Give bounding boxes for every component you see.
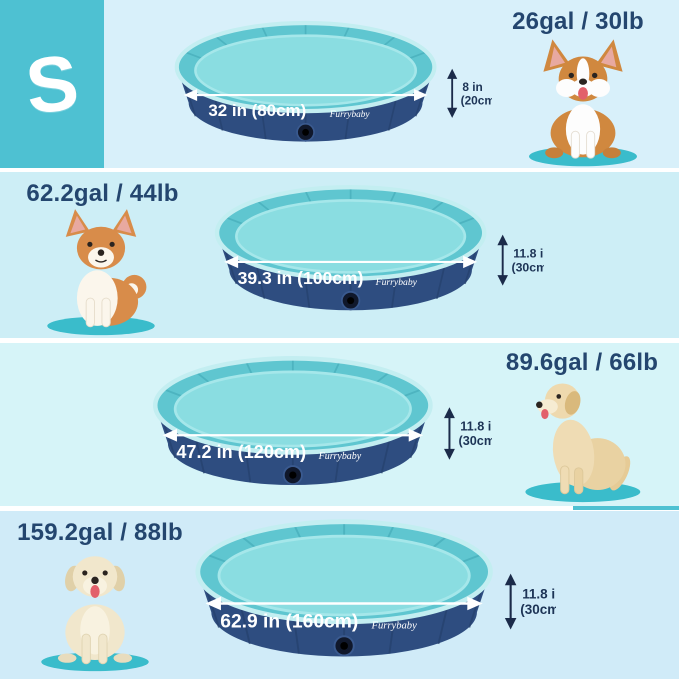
pool-rim — [214, 185, 487, 281]
pool-illustration-l: 47.2 in (120cm) Furrybaby 11.8 in (30cm) — [152, 356, 492, 486]
depth-label-in-l: 11.8 in — [460, 420, 492, 434]
wall-fold-lines — [206, 521, 483, 564]
pool-floor — [173, 370, 412, 448]
depth-label-cm-xl: (30cm) — [520, 602, 556, 617]
pool-front-wall — [217, 232, 485, 311]
drain-valve-center — [289, 471, 297, 479]
corgi-illustration — [529, 39, 637, 167]
brand-logo: Furrybaby — [329, 110, 371, 120]
dog-mat — [47, 316, 155, 336]
width-arrow — [183, 89, 428, 101]
depth-label-cm-m: (30cm) — [511, 261, 544, 275]
pool-rim — [152, 356, 433, 455]
diameter-label-xl: 62.9 in (160cm) — [220, 612, 358, 633]
width-arrow — [224, 255, 478, 269]
capacity-label-xl: 159.2gal / 88lb — [17, 519, 183, 546]
pool-front-wall — [155, 405, 431, 486]
brand-logo: Furrybaby — [375, 277, 418, 288]
depth-label-cm-s: (20cm) — [461, 93, 492, 107]
wall-fold-lines — [163, 358, 423, 398]
diameter-label-m: 39.3 in (100cm) — [238, 268, 364, 288]
drain-valve-center — [302, 128, 309, 136]
height-arrow — [497, 234, 508, 286]
drain-valve-center — [340, 642, 348, 650]
wall-fold-lines — [224, 187, 477, 225]
pool-front-wall — [176, 67, 435, 142]
pool-rim — [174, 20, 437, 114]
size-badge-s: S — [0, 0, 104, 168]
pool-front-wall — [197, 571, 491, 657]
wall-fold-lines — [184, 22, 428, 60]
width-arrow — [205, 596, 483, 611]
drain-valve-center — [347, 297, 355, 305]
depth-label-in-s: 8 in — [462, 80, 482, 94]
depth-label-in-xl: 11.8 in — [522, 587, 556, 602]
height-arrow — [447, 68, 458, 118]
pool-illustration-m: 39.3 in (100cm) Furrybaby 11.8 in (30cm) — [214, 185, 544, 311]
diameter-label-s: 32 in (80cm) — [208, 101, 306, 120]
pool-illustration-xl: 62.9 in (160cm) Furrybaby 11.8 in (30cm) — [195, 519, 556, 657]
depth-label-cm-l: (30cm) — [459, 434, 492, 448]
depth-label-in-m: 11.8 in — [513, 247, 544, 261]
pool-illustration-s: 32 in (80cm) Furrybaby 8 in (20cm) — [174, 20, 492, 142]
brand-logo: Furrybaby — [318, 451, 362, 462]
brand-logo: Furrybaby — [371, 621, 418, 632]
pool-floor — [235, 199, 467, 274]
labrador-illustration — [41, 556, 149, 672]
width-arrow — [162, 428, 424, 442]
capacity-label-l: 89.6gal / 66lb — [505, 349, 659, 376]
height-arrow — [444, 407, 455, 460]
capacity-label-m: 62.2gal / 44lb — [26, 180, 179, 207]
pool-rim — [195, 519, 493, 625]
diameter-label-l: 47.2 in (120cm) — [176, 442, 306, 462]
golden-retriever-illustration — [525, 383, 641, 503]
pool-floor — [194, 34, 418, 107]
capacity-label-s: 26gal / 30lb — [512, 8, 644, 35]
pool-floor — [217, 534, 471, 617]
size-letter-s: S — [21, 37, 83, 131]
height-arrow — [504, 573, 517, 630]
shiba-inu-illustration — [47, 209, 155, 336]
